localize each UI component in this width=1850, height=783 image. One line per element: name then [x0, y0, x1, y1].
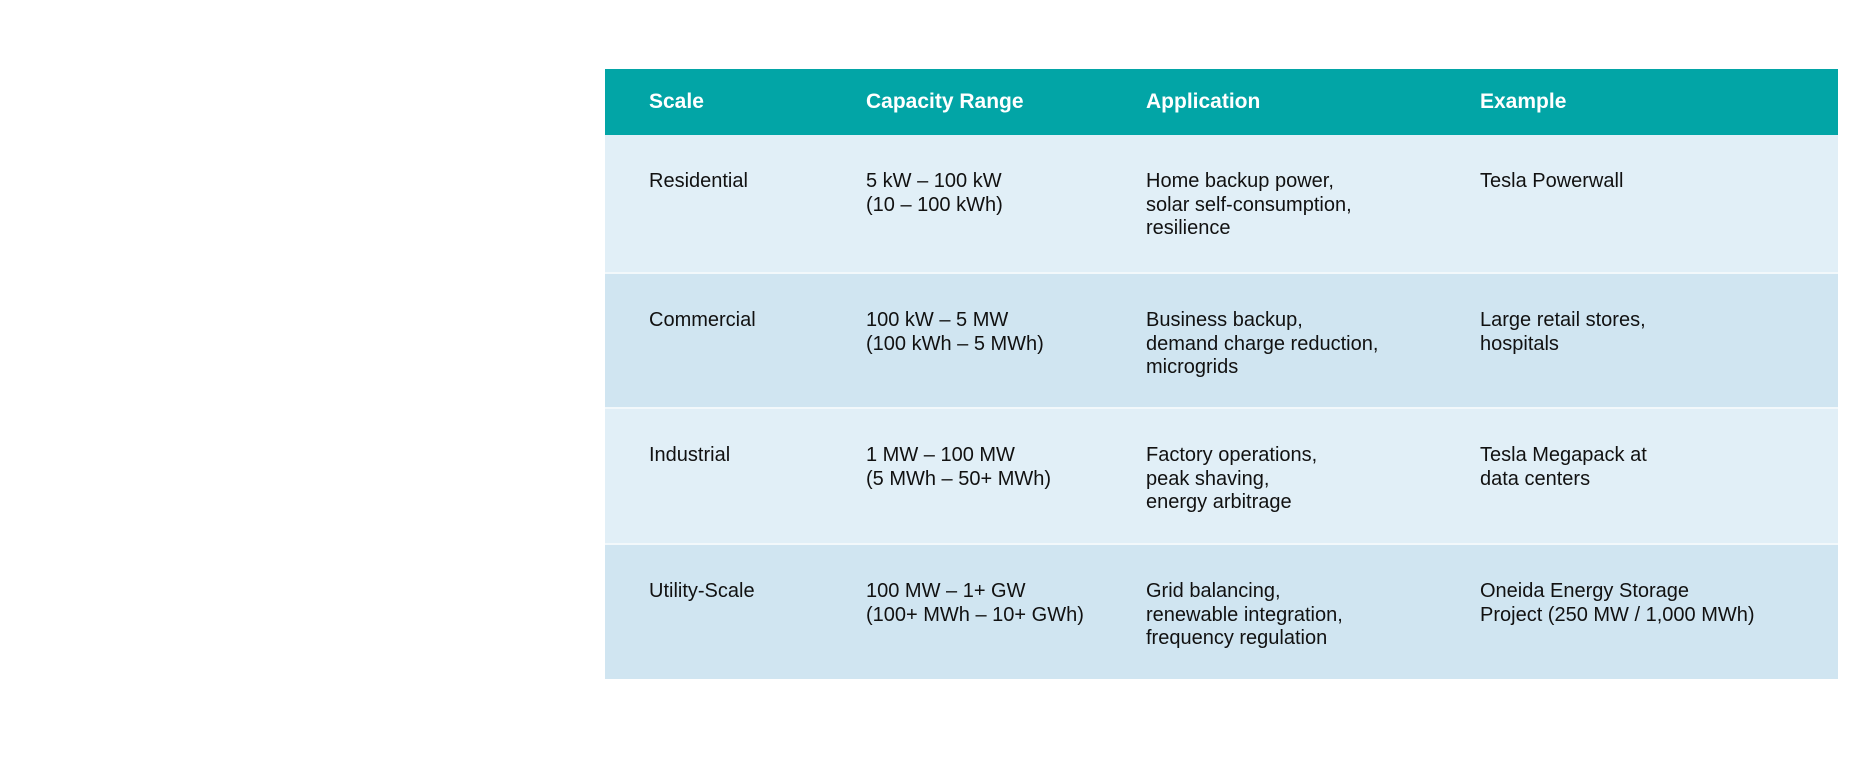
- header-scale: Scale: [649, 90, 704, 114]
- cell-example: Tesla Powerwall: [1480, 170, 1624, 192]
- header-example: Example: [1480, 90, 1567, 114]
- cell-scale: Utility-Scale: [649, 580, 755, 602]
- cell-example: Tesla Megapack at data centers: [1480, 444, 1647, 490]
- energy-storage-scale-table: Scale Capacity Range Application Example…: [605, 69, 1838, 679]
- table-row: Utility-Scale 100 MW – 1+ GW (100+ MWh –…: [605, 543, 1838, 679]
- table-row: Industrial 1 MW – 100 MW (5 MWh – 50+ MW…: [605, 407, 1838, 543]
- cell-application: Factory operations, peak shaving, energy…: [1146, 444, 1318, 513]
- cell-capacity: 100 kW – 5 MW (100 kWh – 5 MWh): [866, 309, 1044, 355]
- cell-application: Business backup, demand charge reduction…: [1146, 309, 1379, 378]
- cell-application: Home backup power, solar self-consumptio…: [1146, 170, 1352, 239]
- cell-scale: Residential: [649, 170, 748, 192]
- cell-capacity: 100 MW – 1+ GW (100+ MWh – 10+ GWh): [866, 580, 1084, 626]
- cell-scale: Industrial: [649, 444, 731, 466]
- cell-example: Large retail stores, hospitals: [1480, 309, 1646, 355]
- table-row: Commercial 100 kW – 5 MW (100 kWh – 5 MW…: [605, 272, 1838, 407]
- header-application: Application: [1146, 90, 1261, 114]
- cell-capacity: 5 kW – 100 kW (10 – 100 kWh): [866, 170, 1003, 216]
- cell-application: Grid balancing, renewable integration, f…: [1146, 580, 1343, 649]
- cell-scale: Commercial: [649, 309, 756, 331]
- table-header-row: Scale Capacity Range Application Example: [605, 69, 1838, 135]
- table-row: Residential 5 kW – 100 kW (10 – 100 kWh)…: [605, 135, 1838, 272]
- cell-example: Oneida Energy Storage Project (250 MW / …: [1480, 580, 1755, 626]
- cell-capacity: 1 MW – 100 MW (5 MWh – 50+ MWh): [866, 444, 1052, 490]
- header-capacity-range: Capacity Range: [866, 90, 1024, 114]
